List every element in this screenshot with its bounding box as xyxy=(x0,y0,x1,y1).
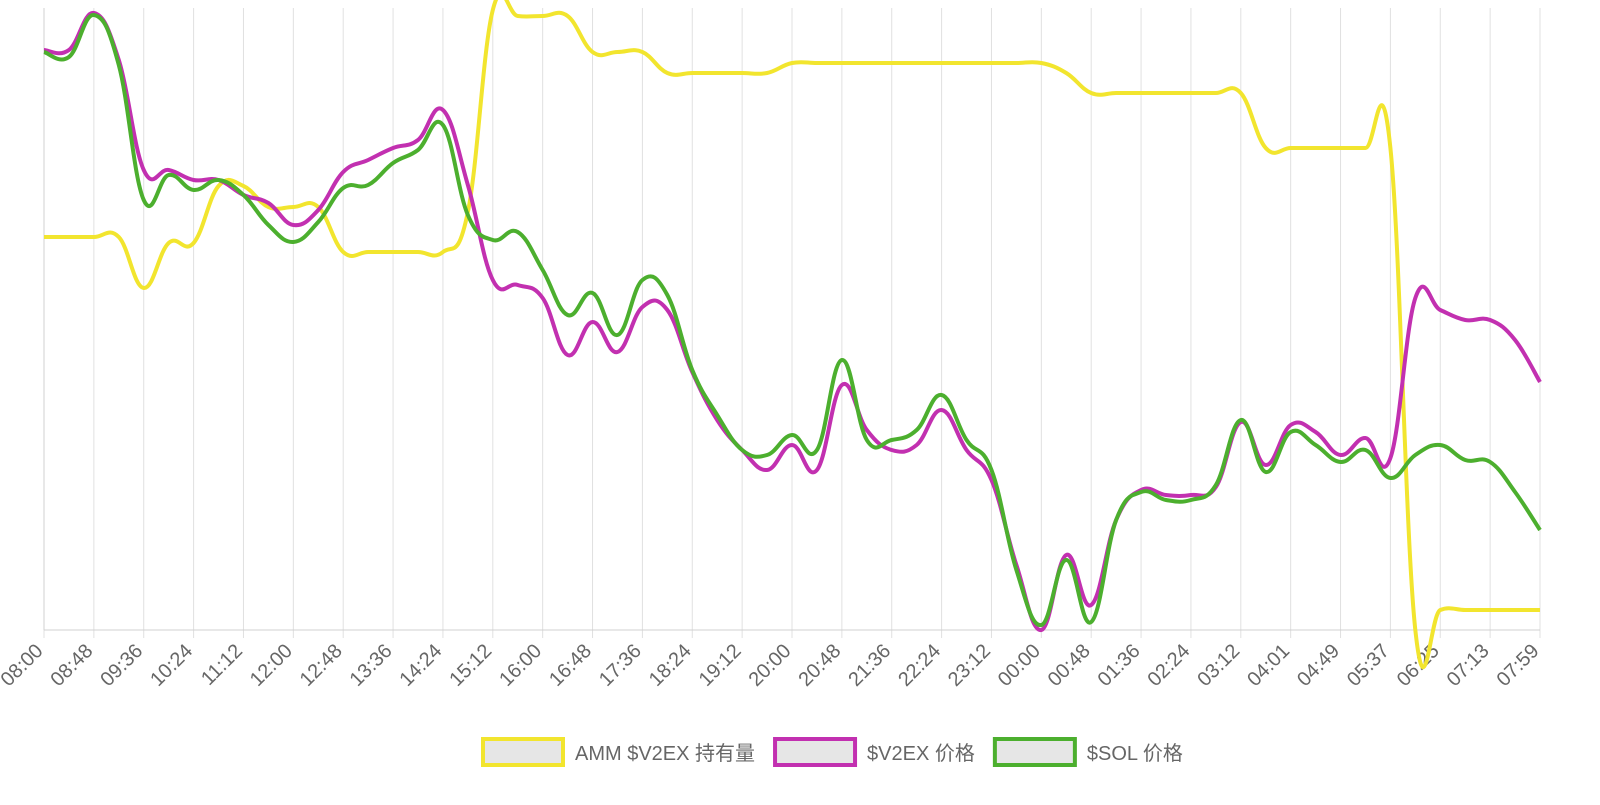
x-tick-label: 12:48 xyxy=(296,640,347,691)
x-tick-label: 00:48 xyxy=(1044,640,1095,691)
x-tick-label: 23:12 xyxy=(944,640,995,691)
x-tick-label: 20:00 xyxy=(745,640,796,691)
series-line xyxy=(44,0,1540,669)
x-tick-label: 14:24 xyxy=(396,640,447,691)
x-tick-label: 17:36 xyxy=(595,640,646,691)
legend-swatch xyxy=(773,737,858,767)
x-tick-label: 00:00 xyxy=(994,640,1045,691)
x-tick-label: 04:01 xyxy=(1243,640,1294,691)
x-tick-label: 03:12 xyxy=(1193,640,1244,691)
x-tick-label: 10:24 xyxy=(146,640,197,691)
x-tick-label: 09:36 xyxy=(96,640,147,691)
legend-label: $V2EX 价格 xyxy=(867,742,975,765)
x-tick-label: 01:36 xyxy=(1094,640,1145,691)
x-tick-label: 02:24 xyxy=(1144,640,1195,691)
x-tick-label: 11:12 xyxy=(197,640,247,690)
legend-label: AMM $V2EX 持有量 xyxy=(575,742,755,765)
x-tick-label: 19:12 xyxy=(695,640,746,691)
x-tick-label: 05:37 xyxy=(1343,640,1394,691)
x-tick-label: 18:24 xyxy=(645,640,696,691)
x-tick-label: 04:49 xyxy=(1293,640,1344,691)
x-tick-label: 15:12 xyxy=(445,640,496,691)
x-tick-label: 20:48 xyxy=(794,640,845,691)
x-tick-label: 22:24 xyxy=(894,640,945,691)
x-tick-label: 13:36 xyxy=(346,640,397,691)
series-line xyxy=(43,13,1542,627)
x-tick-label: 16:48 xyxy=(545,640,596,691)
x-tick-label: 07:13 xyxy=(1443,640,1494,691)
series-line xyxy=(43,11,1542,632)
legend: AMM $V2EX 持有量 $V2EX 价格 $SOL 价格 xyxy=(481,737,1183,767)
legend-label: $SOL 价格 xyxy=(1087,742,1183,765)
legend-swatch xyxy=(481,737,565,767)
x-tick-label: 12:00 xyxy=(246,640,297,691)
x-tick-label: 07:59 xyxy=(1493,640,1544,691)
x-tick-label: 08:00 xyxy=(0,640,48,691)
legend-swatch xyxy=(992,737,1077,767)
x-tick-label: 08:48 xyxy=(46,640,97,691)
x-tick-label: 21:36 xyxy=(844,640,895,691)
x-tick-label: 16:00 xyxy=(495,640,546,691)
